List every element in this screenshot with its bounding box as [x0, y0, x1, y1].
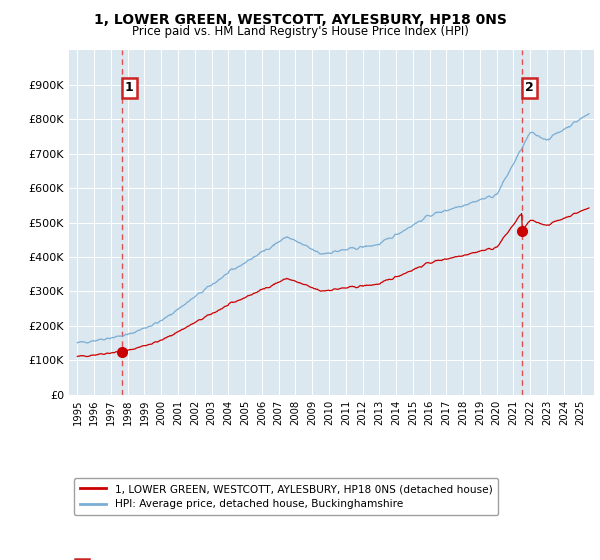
Text: Price paid vs. HM Land Registry's House Price Index (HPI): Price paid vs. HM Land Registry's House …	[131, 25, 469, 38]
Text: 2: 2	[525, 81, 534, 95]
Text: 1, LOWER GREEN, WESTCOTT, AYLESBURY, HP18 0NS: 1, LOWER GREEN, WESTCOTT, AYLESBURY, HP1…	[94, 13, 506, 27]
Text: 1: 1	[125, 81, 134, 95]
Legend: 1, LOWER GREEN, WESTCOTT, AYLESBURY, HP18 0NS (detached house), HPI: Average pri: 1, LOWER GREEN, WESTCOTT, AYLESBURY, HP1…	[74, 478, 499, 515]
